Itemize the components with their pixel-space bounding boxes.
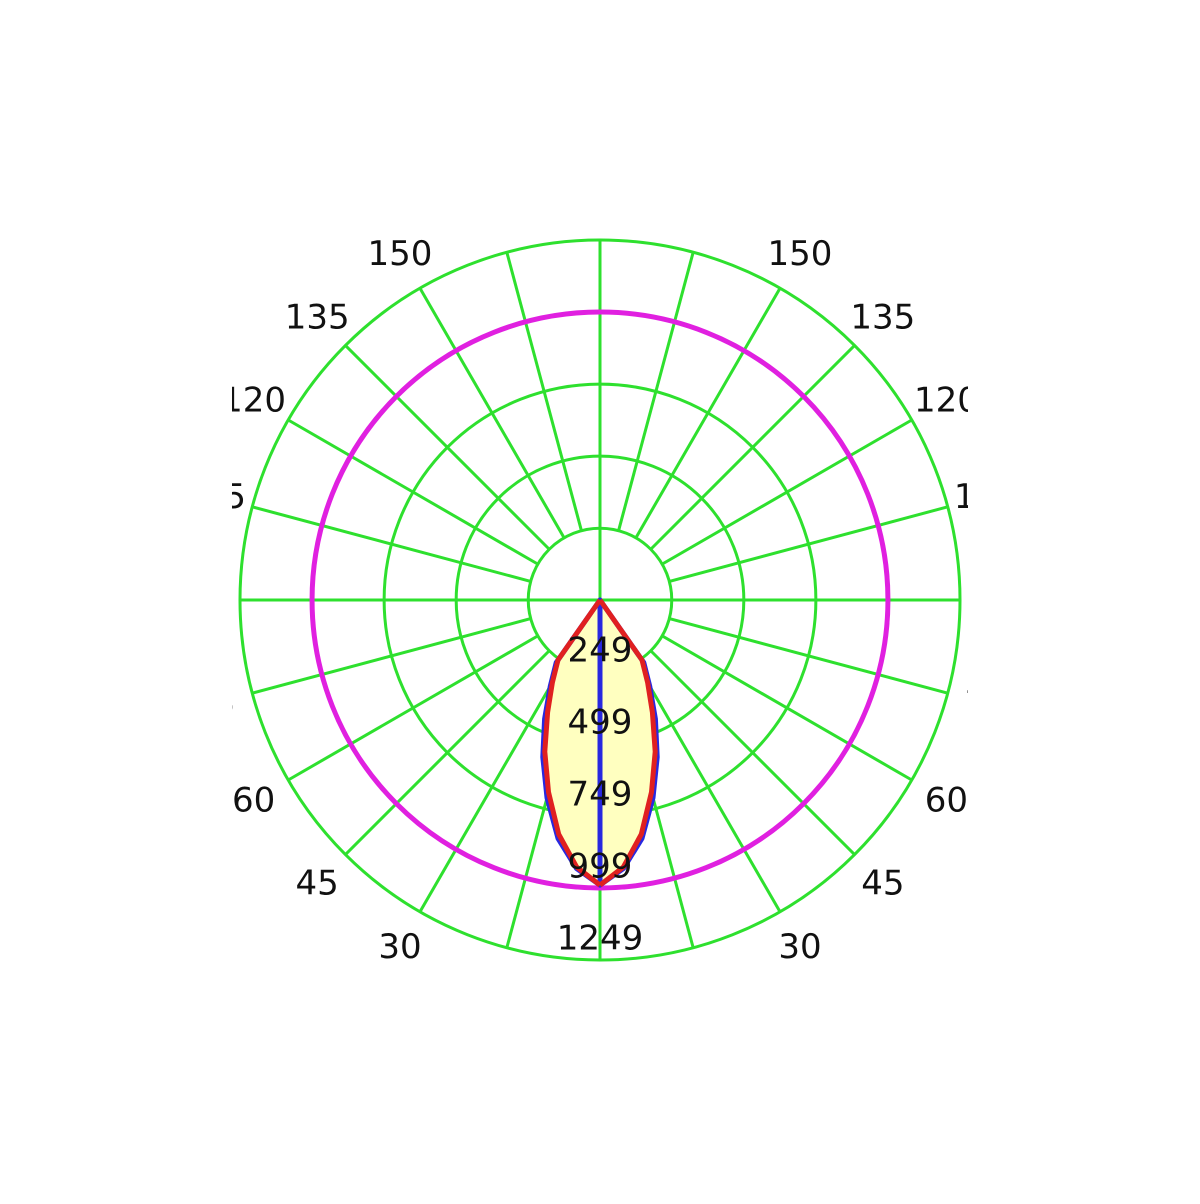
angle-label: 45 (861, 863, 904, 903)
angle-label: 150 (768, 234, 833, 274)
angle-label: 105 (954, 477, 1019, 517)
r-tick-label: 499 (568, 702, 633, 742)
angle-label: 135 (850, 298, 915, 338)
plot-area: 249 499 749 999 1249 30 30 45 45 60 60 75 75 105 105 12… (181, 194, 1019, 967)
r-tick-label: 1249 (557, 919, 644, 959)
intensity-curve (597, 598, 658, 888)
intensity-curve (542, 598, 603, 888)
angle-label: 165 (464, 194, 529, 234)
angle-label: 165 (671, 194, 736, 234)
angle-label: 135 (285, 298, 350, 338)
angle-label: 120 (914, 381, 979, 421)
angle-label: 75 (192, 684, 235, 724)
reference-circle (309, 309, 891, 891)
r-tick-label: 249 (568, 630, 633, 670)
angle-label: 30 (778, 927, 821, 967)
r-tick-label: 749 (568, 774, 633, 814)
angle-label: 75 (965, 684, 1008, 724)
angle-label: 60 (232, 781, 275, 821)
angle-label: 30 (378, 927, 421, 967)
angle-label: 105 (181, 477, 246, 517)
grid-ring (238, 238, 962, 962)
angle-label: 150 (368, 234, 433, 274)
angle-label: 45 (296, 863, 339, 903)
r-tick-label: 999 (568, 846, 633, 886)
angle-label: 60 (925, 781, 968, 821)
angle-label: 120 (221, 381, 286, 421)
